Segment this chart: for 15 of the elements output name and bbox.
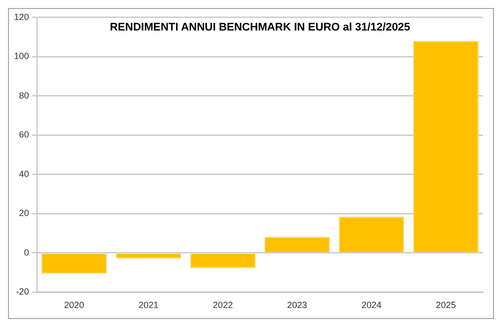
x-tick-label: 2020 xyxy=(64,300,84,310)
y-tick-label: 60 xyxy=(19,130,30,140)
x-tick-label: 2023 xyxy=(287,300,308,310)
x-tick-label: 2024 xyxy=(361,300,382,310)
y-tick-label: -20 xyxy=(16,286,30,297)
y-tick-label: 0 xyxy=(24,247,30,258)
y-tick-label: 40 xyxy=(19,168,30,179)
y-tick-label: 80 xyxy=(19,90,30,100)
x-tick-label: 2025 xyxy=(436,300,456,310)
y-tick-label: 100 xyxy=(14,51,30,62)
y-tick-label: 20 xyxy=(19,208,30,218)
x-tick-label: 2021 xyxy=(138,300,159,310)
chart-title: RENDIMENTI ANNUI BENCHMARK IN EURO al 31/12/2025 xyxy=(110,21,410,34)
x-tick-label: 2022 xyxy=(212,300,233,310)
y-tick-label: 120 xyxy=(14,12,30,22)
